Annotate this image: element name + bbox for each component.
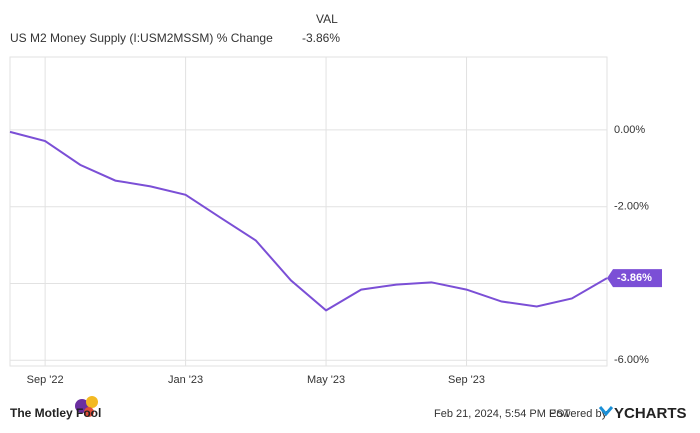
data-line [9,130,608,312]
y-tick-label: -6.00% [614,354,649,366]
value-tag [607,269,662,288]
x-tick-label: May '23 [307,374,345,386]
legend-header: VAL [316,12,338,26]
plot-border [9,56,608,367]
powered-by: Powered by [549,408,608,420]
x-tick-label: Sep '22 [27,374,64,386]
y-tick-label: 0.00% [614,124,645,136]
legend-value: -3.86% [302,31,340,45]
value-label: -3.86% [617,272,652,284]
x-tick-label: Sep '23 [448,374,485,386]
provider: YCHARTS [614,405,687,422]
brand: The Motley Fool [10,406,101,420]
chart-title: US M2 Money Supply (I:USM2MSSM) % Change [10,31,273,45]
provider-icon [598,406,614,417]
y-tick-label: -2.00% [614,201,649,213]
timestamp: Feb 21, 2024, 5:54 PM EST [434,408,571,420]
motley-fool-logo [75,396,98,417]
x-tick-label: Jan '23 [168,374,203,386]
